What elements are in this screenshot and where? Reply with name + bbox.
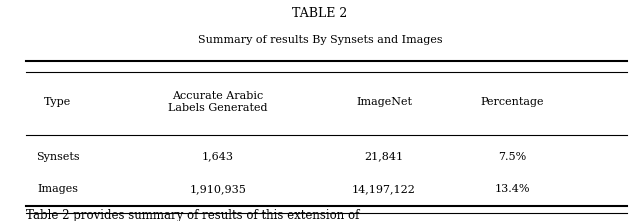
Text: 21,841: 21,841 xyxy=(364,152,404,162)
Text: 1,643: 1,643 xyxy=(202,152,234,162)
Text: 1,910,935: 1,910,935 xyxy=(189,184,246,194)
Text: ImageNet: ImageNet xyxy=(356,97,412,107)
Text: 14,197,122: 14,197,122 xyxy=(352,184,416,194)
Text: Accurate Arabic
Labels Generated: Accurate Arabic Labels Generated xyxy=(168,91,268,113)
Text: Images: Images xyxy=(37,184,78,194)
Text: Summary of results By Synsets and Images: Summary of results By Synsets and Images xyxy=(198,35,442,45)
Text: TABLE 2: TABLE 2 xyxy=(292,7,348,19)
Text: 7.5%: 7.5% xyxy=(498,152,526,162)
Text: Percentage: Percentage xyxy=(480,97,544,107)
Text: Synsets: Synsets xyxy=(36,152,79,162)
Text: 13.4%: 13.4% xyxy=(494,184,530,194)
Text: Table 2 provides summary of results of this extension of: Table 2 provides summary of results of t… xyxy=(26,209,359,221)
Text: Type: Type xyxy=(44,97,71,107)
